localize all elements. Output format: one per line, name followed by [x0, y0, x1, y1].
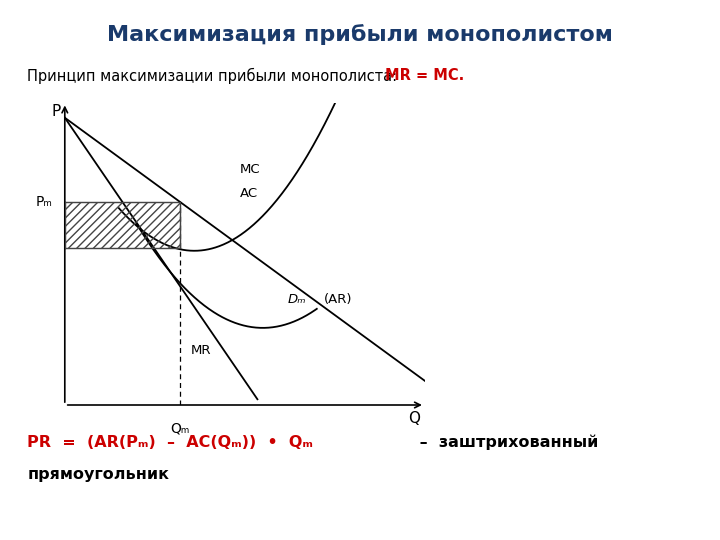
Text: PR  =  (AR(Pₘ)  –  AC(Qₘ))  •  Qₘ: PR = (AR(Pₘ) – AC(Qₘ)) • Qₘ [27, 435, 313, 450]
Text: Dₘ: Dₘ [288, 293, 307, 306]
Text: MR: MR [191, 344, 211, 357]
Text: AC: AC [239, 187, 258, 200]
Text: Q: Q [408, 411, 420, 426]
Text: MC: MC [239, 163, 260, 176]
Text: –  заштрихованный: – заштрихованный [414, 435, 598, 450]
Text: P: P [51, 104, 60, 119]
Text: прямоугольник: прямоугольник [27, 467, 169, 482]
Text: Принцип максимизации прибыли монополиста:: Принцип максимизации прибыли монополиста… [27, 68, 402, 84]
Text: Qₘ: Qₘ [171, 422, 189, 436]
Text: MR = MC.: MR = MC. [385, 68, 464, 83]
Text: Максимизация прибыли монополистом: Максимизация прибыли монополистом [107, 24, 613, 45]
Text: (AR): (AR) [324, 293, 353, 306]
Text: Pₘ: Pₘ [35, 195, 53, 210]
Bar [65, 202, 180, 248]
